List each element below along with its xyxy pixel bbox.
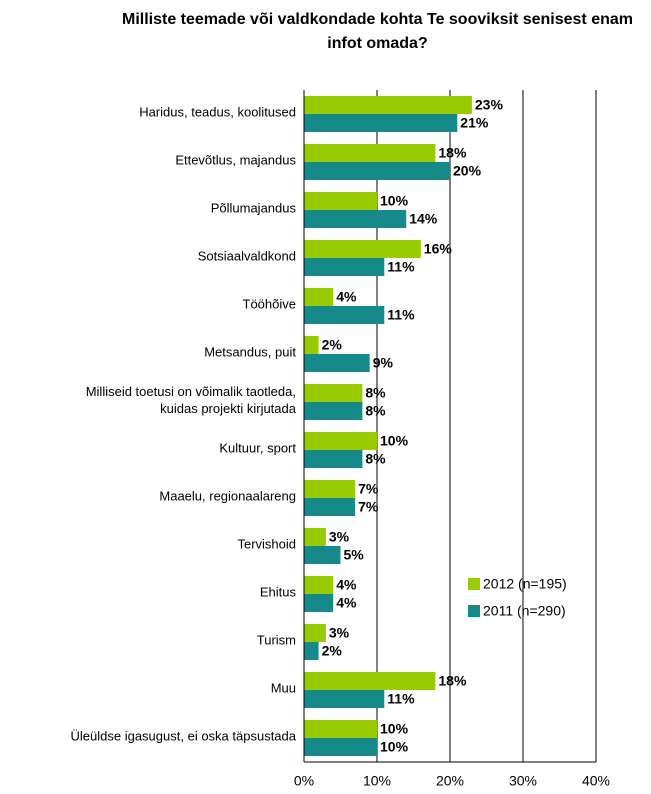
bar [304, 720, 377, 738]
bar [304, 624, 326, 642]
category-label: Kultuur, sport [219, 440, 296, 456]
value-label: 4% [336, 577, 357, 593]
bar [304, 288, 334, 306]
bar [304, 240, 421, 258]
bar [304, 738, 377, 756]
value-label: 3% [329, 625, 350, 641]
bar [304, 210, 407, 228]
bar [304, 594, 334, 612]
bar [304, 546, 341, 564]
bar [304, 306, 385, 324]
legend-label: 2011 (n=290) [483, 603, 566, 619]
bar [304, 384, 363, 402]
value-label: 14% [409, 211, 438, 227]
category-label: Turism [256, 632, 296, 648]
x-tick-label: 30% [509, 773, 537, 789]
x-tick-label: 20% [436, 773, 464, 789]
value-label: 8% [365, 385, 386, 401]
category-label: Muu [270, 680, 296, 696]
bar [304, 672, 436, 690]
legend-label: 2012 (n=195) [483, 576, 567, 592]
value-label: 7% [358, 499, 379, 515]
bar [304, 576, 334, 594]
bar [304, 114, 458, 132]
value-label: 7% [358, 481, 379, 497]
value-label: 8% [365, 403, 386, 419]
bar [304, 480, 356, 498]
bar [304, 96, 472, 114]
value-label: 3% [329, 529, 350, 545]
bar [304, 354, 370, 372]
x-tick-label: 0% [294, 773, 314, 789]
value-label: 11% [387, 691, 415, 707]
bar [304, 402, 363, 420]
category-label: Milliseid toetusi on võimalik taotleda, … [85, 384, 296, 416]
bar [304, 192, 377, 210]
bar [304, 162, 450, 180]
value-label: 5% [344, 547, 365, 563]
value-label: 11% [387, 259, 415, 275]
bar [304, 498, 356, 516]
value-label: 4% [336, 289, 357, 305]
value-label: 18% [438, 145, 467, 161]
x-tick-label: 10% [363, 773, 391, 789]
chart-title: Milliste teemade või valdkondade kohta T… [122, 11, 633, 52]
legend-swatch [468, 578, 480, 590]
bar [304, 450, 363, 468]
category-label: Tervishoid [237, 536, 296, 552]
value-label: 23% [475, 97, 504, 113]
category-label: Haridus, teadus, koolitused [139, 104, 296, 120]
category-label: Põllumajandus [210, 200, 296, 216]
value-label: 21% [460, 115, 489, 131]
category-label: Sotsiaalvaldkond [197, 248, 296, 264]
category-label: Ehitus [259, 584, 296, 600]
category-label: Üleüldse igasugust, ei oska täpsustada [70, 728, 296, 744]
value-label: 9% [373, 355, 394, 371]
value-label: 10% [380, 721, 409, 737]
legend-swatch [468, 605, 480, 617]
category-label: Metsandus, puit [204, 344, 296, 360]
value-label: 10% [380, 739, 409, 755]
bar [304, 336, 319, 354]
value-label: 10% [380, 193, 409, 209]
value-label: 11% [387, 307, 415, 323]
bar [304, 642, 319, 660]
value-label: 8% [365, 451, 386, 467]
value-label: 2% [322, 337, 343, 353]
value-label: 10% [380, 433, 409, 449]
value-label: 20% [453, 163, 482, 179]
category-label: Maaelu, regionaalareng [159, 488, 296, 504]
category-label: Tööhõive [242, 296, 296, 312]
bar [304, 528, 326, 546]
value-label: 4% [336, 595, 357, 611]
bar [304, 690, 385, 708]
category-label: Ettevõtlus, majandus [175, 152, 296, 168]
value-label: 16% [424, 241, 453, 257]
value-label: 2% [322, 643, 343, 659]
bar [304, 144, 436, 162]
x-tick-label: 40% [582, 773, 610, 789]
value-label: 18% [438, 673, 467, 689]
bar [304, 432, 377, 450]
bar [304, 258, 385, 276]
